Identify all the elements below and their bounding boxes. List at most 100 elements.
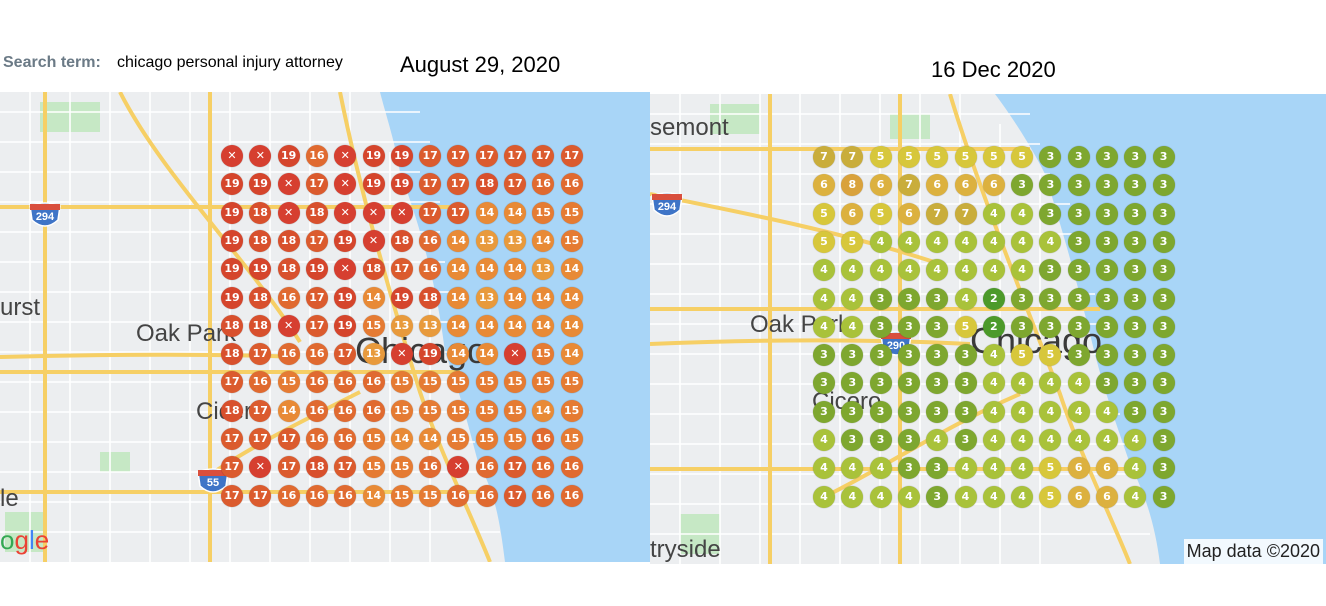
rank-pin[interactable]: 19 xyxy=(390,173,413,196)
rank-pin[interactable]: 18 xyxy=(277,258,300,281)
rank-pin[interactable]: 3 xyxy=(1067,202,1090,225)
unranked-pin-icon[interactable]: ✕ xyxy=(362,201,385,224)
rank-pin[interactable]: 3 xyxy=(869,287,892,310)
rank-pin[interactable]: 15 xyxy=(390,484,413,507)
rank-pin[interactable]: 17 xyxy=(504,145,526,167)
rank-pin[interactable]: 16 xyxy=(249,371,272,394)
rank-pin[interactable]: 3 xyxy=(1011,174,1034,197)
rank-pin[interactable]: 19 xyxy=(334,286,357,309)
rank-pin[interactable]: 18 xyxy=(249,201,272,224)
rank-pin[interactable]: 17 xyxy=(305,229,328,252)
rank-pin[interactable]: 3 xyxy=(841,372,864,395)
unranked-pin-icon[interactable]: ✕ xyxy=(334,145,357,167)
rank-pin[interactable]: 17 xyxy=(334,456,357,479)
rank-pin[interactable]: 4 xyxy=(1124,485,1147,508)
rank-pin[interactable]: 17 xyxy=(419,145,442,167)
rank-pin[interactable]: 4 xyxy=(813,287,835,310)
rank-pin[interactable]: 3 xyxy=(1152,457,1175,480)
rank-pin[interactable]: 19 xyxy=(249,173,272,196)
rank-pin[interactable]: 6 xyxy=(1096,457,1118,480)
rank-pin[interactable]: 14 xyxy=(447,286,470,309)
rank-pin[interactable]: 3 xyxy=(813,400,835,423)
rank-pin[interactable]: 17 xyxy=(504,173,526,196)
rank-pin[interactable]: 4 xyxy=(982,344,1005,367)
rank-pin[interactable]: 16 xyxy=(334,484,357,507)
rank-pin[interactable]: 3 xyxy=(926,344,949,367)
rank-pin[interactable]: 3 xyxy=(1039,146,1062,168)
rank-pin[interactable]: 14 xyxy=(362,286,385,309)
rank-pin[interactable]: 14 xyxy=(560,286,583,309)
rank-pin[interactable]: 5 xyxy=(813,230,835,253)
rank-pin[interactable]: 15 xyxy=(447,428,470,450)
rank-pin[interactable]: 16 xyxy=(532,428,555,450)
rank-pin[interactable]: 3 xyxy=(1124,174,1147,197)
rank-pin[interactable]: 3 xyxy=(1124,315,1147,338)
unranked-pin-icon[interactable]: ✕ xyxy=(221,145,243,167)
rank-pin[interactable]: 18 xyxy=(249,314,272,337)
rank-pin[interactable]: 4 xyxy=(1096,429,1118,451)
rank-pin[interactable]: 3 xyxy=(1124,372,1147,395)
rank-pin[interactable]: 4 xyxy=(954,485,977,508)
rank-pin[interactable]: 18 xyxy=(390,229,413,252)
rank-pin[interactable]: 3 xyxy=(869,372,892,395)
rank-pin[interactable]: 17 xyxy=(419,173,442,196)
rank-pin[interactable]: 19 xyxy=(221,258,243,281)
rank-pin[interactable]: 3 xyxy=(1039,287,1062,310)
rank-pin[interactable]: 18 xyxy=(305,456,328,479)
rank-pin[interactable]: 7 xyxy=(813,146,835,168)
rank-pin[interactable]: 5 xyxy=(1011,344,1034,367)
rank-pin[interactable]: 13 xyxy=(475,286,498,309)
rank-pin[interactable]: 3 xyxy=(897,315,920,338)
rank-pin[interactable]: 3 xyxy=(1124,344,1147,367)
rank-pin[interactable]: 4 xyxy=(954,259,977,282)
rank-pin[interactable]: 14 xyxy=(475,314,498,337)
unranked-pin-icon[interactable]: ✕ xyxy=(504,343,526,366)
rank-pin[interactable]: 16 xyxy=(305,145,328,167)
rank-pin[interactable]: 17 xyxy=(334,343,357,366)
rank-pin[interactable]: 3 xyxy=(1039,315,1062,338)
rank-pin[interactable]: 4 xyxy=(954,457,977,480)
rank-pin[interactable]: 17 xyxy=(504,456,526,479)
rank-pin[interactable]: 3 xyxy=(1096,287,1118,310)
rank-pin[interactable]: 17 xyxy=(249,399,272,422)
unranked-pin-icon[interactable]: ✕ xyxy=(334,173,357,196)
rank-pin[interactable]: 3 xyxy=(954,400,977,423)
rank-pin[interactable]: 6 xyxy=(841,202,864,225)
rank-pin[interactable]: 16 xyxy=(560,484,583,507)
rank-pin[interactable]: 14 xyxy=(532,286,555,309)
rank-pin[interactable]: 19 xyxy=(334,314,357,337)
rank-pin[interactable]: 5 xyxy=(813,202,835,225)
rank-pin[interactable]: 3 xyxy=(1152,230,1175,253)
rank-pin[interactable]: 14 xyxy=(504,314,526,337)
rank-pin[interactable]: 3 xyxy=(897,429,920,451)
rank-pin[interactable]: 14 xyxy=(447,258,470,281)
rank-pin[interactable]: 3 xyxy=(1152,174,1175,197)
rank-pin[interactable]: 5 xyxy=(841,230,864,253)
rank-pin[interactable]: 8 xyxy=(841,174,864,197)
rank-pin[interactable]: 3 xyxy=(1152,315,1175,338)
rank-pin[interactable]: 5 xyxy=(897,146,920,168)
rank-pin[interactable]: 4 xyxy=(1011,457,1034,480)
rank-pin[interactable]: 18 xyxy=(221,343,243,366)
rank-pin[interactable]: 3 xyxy=(954,429,977,451)
rank-pin[interactable]: 4 xyxy=(1011,429,1034,451)
unranked-pin-icon[interactable]: ✕ xyxy=(447,456,470,479)
rank-pin[interactable]: 7 xyxy=(926,202,949,225)
rank-pin[interactable]: 4 xyxy=(954,287,977,310)
rank-pin[interactable]: 13 xyxy=(419,314,442,337)
rank-pin[interactable]: 3 xyxy=(1067,259,1090,282)
rank-pin[interactable]: 13 xyxy=(390,314,413,337)
rank-pin[interactable]: 19 xyxy=(362,173,385,196)
unranked-pin-icon[interactable]: ✕ xyxy=(249,456,272,479)
rank-pin[interactable]: 4 xyxy=(982,230,1005,253)
rank-pin[interactable]: 19 xyxy=(221,201,243,224)
rank-pin[interactable]: 15 xyxy=(475,371,498,394)
unranked-pin-icon[interactable]: ✕ xyxy=(390,201,413,224)
rank-pin[interactable]: 15 xyxy=(419,399,442,422)
rank-pin[interactable]: 5 xyxy=(869,202,892,225)
rank-pin[interactable]: 4 xyxy=(1011,259,1034,282)
rank-pin[interactable]: 4 xyxy=(813,429,835,451)
rank-pin[interactable]: 3 xyxy=(1067,315,1090,338)
rank-pin[interactable]: 14 xyxy=(390,428,413,450)
rank-pin[interactable]: 4 xyxy=(982,202,1005,225)
